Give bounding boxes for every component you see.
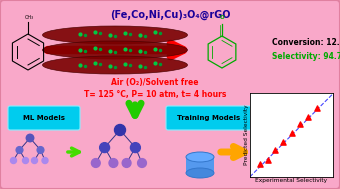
Circle shape (42, 157, 48, 163)
Text: Air (O₂)/Solvent free: Air (O₂)/Solvent free (111, 78, 199, 87)
Text: ML Models: ML Models (23, 115, 65, 121)
Text: (Fe,Co,Ni,Cu)₃O₄@rGO: (Fe,Co,Ni,Cu)₃O₄@rGO (110, 10, 230, 20)
Text: T= 125 °C, P= 10 atm, t= 4 hours: T= 125 °C, P= 10 atm, t= 4 hours (84, 90, 226, 99)
FancyBboxPatch shape (166, 106, 252, 130)
Circle shape (122, 159, 131, 167)
Point (272, 149, 277, 152)
Ellipse shape (186, 152, 214, 162)
Point (280, 140, 286, 143)
Text: Conversion: 12.6 %: Conversion: 12.6 % (272, 38, 340, 47)
Point (289, 132, 294, 135)
Point (305, 115, 311, 118)
Point (314, 107, 319, 110)
Point (266, 159, 271, 162)
Circle shape (91, 159, 100, 167)
Circle shape (100, 143, 109, 153)
Circle shape (131, 143, 140, 153)
Text: Selectivity: 94.7 %: Selectivity: 94.7 % (272, 52, 340, 61)
Circle shape (22, 157, 29, 163)
Text: CH₃: CH₃ (24, 15, 34, 20)
Circle shape (109, 159, 118, 167)
X-axis label: Experimental Selectivity: Experimental Selectivity (255, 178, 328, 183)
Circle shape (11, 157, 17, 163)
Y-axis label: Predicted Selectivity: Predicted Selectivity (243, 105, 249, 165)
Ellipse shape (42, 26, 187, 44)
Circle shape (16, 147, 23, 153)
Point (257, 163, 262, 166)
Circle shape (26, 134, 34, 142)
Circle shape (138, 159, 147, 167)
Circle shape (37, 147, 44, 153)
Ellipse shape (186, 168, 214, 178)
Text: O: O (220, 15, 224, 20)
Text: Training Models: Training Models (177, 115, 241, 121)
Circle shape (115, 125, 125, 136)
Point (297, 123, 303, 126)
Circle shape (32, 157, 37, 163)
Ellipse shape (42, 56, 187, 74)
Ellipse shape (42, 41, 187, 59)
FancyBboxPatch shape (8, 106, 80, 130)
FancyBboxPatch shape (186, 157, 214, 173)
